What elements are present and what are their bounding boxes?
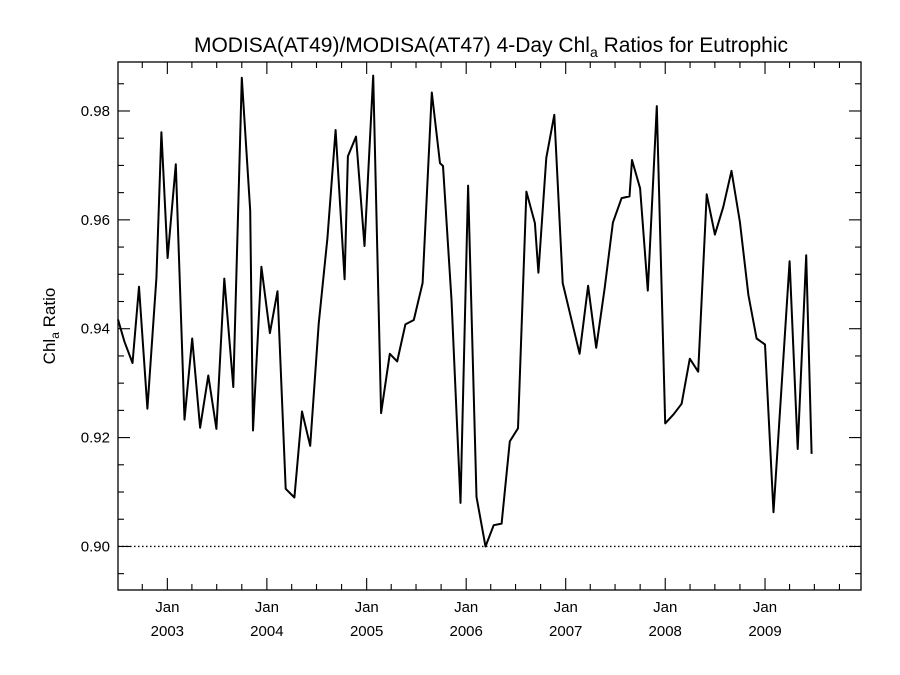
x-tick-label-month: Jan: [653, 599, 677, 616]
chart-title-main: MODISA(AT49)/MODISA(AT47) 4-Day Chl: [194, 34, 590, 57]
y-axis-label-main: Chl: [40, 339, 59, 365]
x-tick-label-month: Jan: [255, 599, 279, 616]
series-line: [117, 74, 813, 548]
y-tick-label: 0.98: [81, 103, 110, 120]
y-tick-label: 0.90: [81, 538, 110, 555]
x-tick-label-month: Jan: [155, 599, 179, 616]
chart-title-suffix: Ratios for Eutrophic: [598, 34, 788, 57]
x-tick-label-year: 2006: [450, 623, 483, 640]
y-axis-label-suffix: Ratio: [40, 288, 59, 332]
chart-title-subscript: a: [590, 44, 598, 60]
series-group: [117, 74, 813, 548]
x-tick-label-year: 2008: [649, 623, 682, 640]
y-tick-label: 0.92: [81, 430, 110, 447]
x-tick-label-year: 2003: [151, 623, 184, 640]
x-tick-label-month: Jan: [355, 599, 379, 616]
x-tick-label-year: 2005: [350, 623, 383, 640]
x-tick-label-month: Jan: [554, 599, 578, 616]
x-tick-label-month: Jan: [454, 599, 478, 616]
x-axis-ticks: Jan 2003 Jan 2004 Jan 2005 Jan 2006 Jan 2007 Jan 20…: [141, 62, 841, 640]
y-tick-label: 0.94: [81, 321, 110, 338]
x-tick-label-year: 2009: [748, 623, 781, 640]
y-axis-label: Chla Ratio: [40, 288, 62, 365]
chart-title: MODISA(AT49)/MODISA(AT47) 4-Day Chla Rat…: [194, 34, 788, 60]
x-tick-label-year: 2007: [549, 623, 582, 640]
y-axis-ticks: 0.90 0.92 0.94 0.96 0.98: [81, 83, 861, 575]
y-axis-label-subscript: a: [48, 332, 62, 339]
y-tick-label: 0.96: [81, 212, 110, 229]
x-tick-label-year: 2004: [250, 623, 283, 640]
plot-frame: [117, 61, 862, 591]
x-tick-label-month: Jan: [753, 599, 777, 616]
